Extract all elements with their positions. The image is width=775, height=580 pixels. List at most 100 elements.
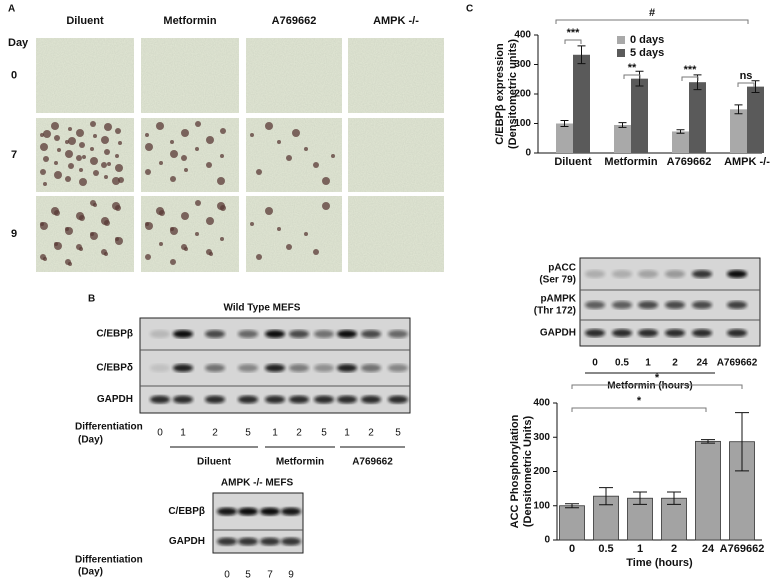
band [585,329,605,337]
band [692,270,712,278]
cell-cluster [43,156,49,162]
band [265,330,285,338]
row-label: (Ser 79) [539,275,576,286]
lane-label: 5 [245,428,251,439]
band [265,395,285,404]
axis-label: Differentiation [75,422,143,433]
cell-cluster [115,128,121,134]
x-tick-label: A769662 [720,543,765,555]
lane-label: 5 [321,428,327,439]
bar [556,123,573,153]
x-tick-label: 2 [671,543,677,555]
cell-cluster [195,200,201,206]
cell-cluster [170,140,174,144]
lane-label: 2 [672,358,678,369]
x-tick-label: Diluent [554,156,592,168]
row-label: pAMPK [540,294,576,305]
column-header: Diluent [66,15,104,27]
lane-label: 0 [592,358,598,369]
y-tick-label: 100 [514,118,531,129]
band [727,329,747,337]
y-tick-label: 0 [544,535,550,546]
lane-label: 5 [245,570,251,580]
significance-label: # [649,7,655,19]
lane-label: 5 [395,428,401,439]
cell-cluster [68,127,72,131]
bar [559,505,585,541]
y-axis-label: C/EBPβ expression [494,43,506,145]
cell-cluster [82,155,86,159]
cell-cluster [54,210,60,216]
band [265,364,285,372]
band [260,537,280,546]
cell-cluster [159,161,163,165]
cell-cluster [54,161,58,165]
x-tick-label: Metformin [604,156,657,168]
cell-cluster [145,169,151,175]
cell-cluster [90,147,94,151]
significance-label: *** [684,64,698,76]
cell-cluster [43,182,47,186]
cell-cluster [104,175,108,179]
error-bar [751,80,760,94]
column-header: AMPK -/- [373,15,419,27]
significance-bracket [564,39,582,44]
cell-cluster [68,163,74,169]
cell-cluster [40,222,48,230]
cell-cluster [220,237,224,241]
day-label: Day [8,37,29,49]
x-tick-label: 0.5 [598,543,613,555]
significance-bracket [623,74,641,79]
band [388,330,408,338]
band [612,329,632,337]
lane-label: 0 [224,570,230,580]
cell-cluster [181,212,189,220]
significance-label: ns [740,70,753,82]
cell-cluster [286,244,292,250]
band [217,507,237,516]
cell-cluster [170,176,176,182]
cell-cluster [65,150,73,158]
lane-label: 2 [212,428,218,439]
band [612,270,632,278]
bar [661,497,687,541]
row-label: GAPDH [169,536,205,547]
cell-cluster [54,242,62,250]
cell-cluster [57,148,61,152]
cell-cluster [43,257,47,261]
significance-label: * [637,395,642,407]
y-tick-label: 400 [533,398,550,409]
cell-cluster [107,162,111,166]
micrograph [348,196,444,272]
y-axis-label: ACC Phosphorylation [509,414,521,528]
cell-cluster [145,222,153,230]
band [585,270,605,278]
axis-label: (Day) [78,567,103,578]
cell-cluster [118,141,122,145]
band [281,537,301,546]
cell-cluster [65,176,71,182]
cell-cluster [209,252,213,256]
y-axis-label: (Densitometric Units) [522,416,534,528]
band [281,507,301,516]
cell-cluster [265,207,273,215]
lane-label: 0.5 [615,358,629,369]
lane-label: 1 [180,428,186,439]
cell-cluster [181,129,189,137]
lane-label: 1 [272,428,278,439]
row-label: GAPDH [97,394,133,405]
cell-cluster [250,133,254,137]
cell-cluster [217,177,225,185]
cell-cluster [156,122,164,130]
y-tick-label: 300 [514,59,531,70]
cell-cluster [206,136,214,144]
lane-label: 2 [296,428,302,439]
cell-cluster [220,154,224,158]
cell-cluster [170,150,178,158]
cell-cluster [93,170,99,176]
cell-cluster [90,121,96,127]
legend-label: 0 days [630,34,664,46]
column-header: A769662 [272,15,317,27]
error-bar [667,491,681,505]
micrograph [348,118,444,192]
